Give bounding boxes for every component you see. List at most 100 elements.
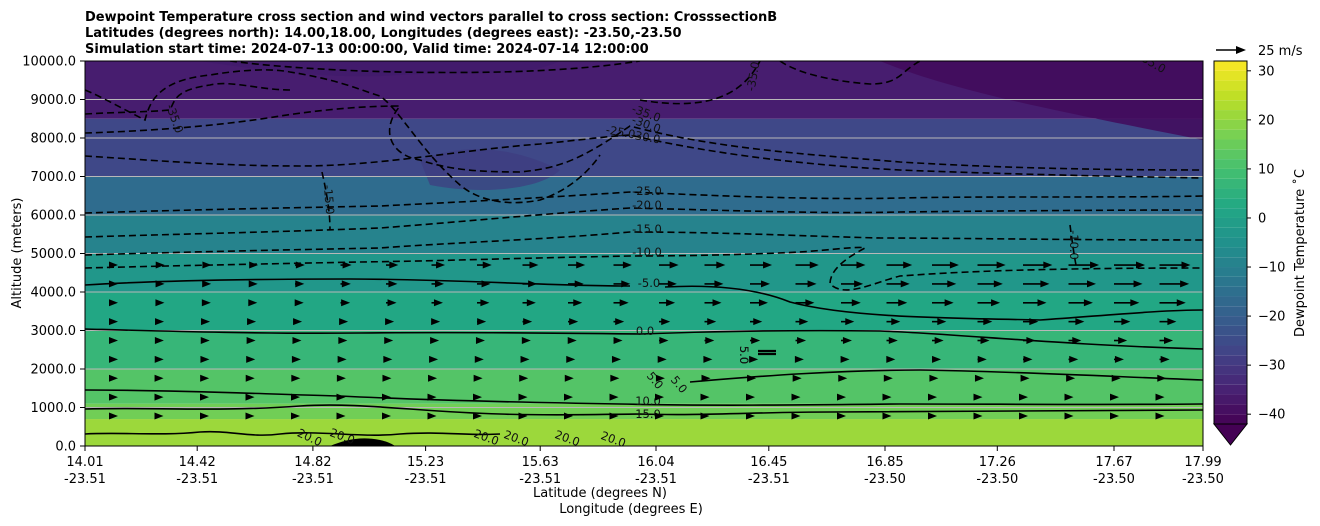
wind-vector (750, 337, 761, 345)
contour-label-18: 10.0 (635, 394, 661, 408)
wind-vector (840, 355, 850, 363)
colorbar-tick-label-2: 10 (1258, 162, 1275, 177)
wind-vector (750, 318, 763, 326)
wind-vectors (109, 261, 1191, 420)
dewpoint-band-5 (85, 253, 1203, 292)
contour-line-neg35 (85, 69, 601, 204)
colorbar-band (1214, 267, 1247, 277)
wind-vector (838, 374, 848, 382)
colorbar-band (1214, 345, 1247, 356)
y-tick-label-6: 6000.0 (31, 209, 77, 224)
colorbar-band (1214, 70, 1247, 81)
contour-label-26: -15.0 (321, 184, 338, 215)
wind-vector (475, 337, 485, 345)
dewpoint-band-6 (85, 215, 1203, 254)
wind-vector (248, 280, 258, 288)
chart-title-line-2: Latitudes (degrees north): 14.00,18.00, … (85, 26, 682, 41)
wind-vector (886, 261, 913, 269)
colorbar-band (1214, 80, 1247, 91)
x-tick-lon-0: -23.51 (64, 472, 106, 487)
wind-vector (1114, 299, 1140, 307)
wind-vector (1020, 374, 1030, 382)
colorbar-band (1214, 110, 1247, 120)
x-tick-lat-2: 14.82 (294, 455, 331, 470)
wind-vector (248, 299, 258, 307)
wind-vector (430, 337, 440, 345)
colorbar-band (1214, 296, 1247, 307)
wind-vector (657, 355, 667, 363)
wind-vector (109, 355, 118, 363)
wind-vector (109, 412, 118, 420)
wind-vector (109, 261, 118, 269)
wind-vector (841, 280, 864, 288)
colorbar-band (1214, 355, 1247, 366)
wind-vector (746, 412, 755, 420)
contour-line-neg5 (85, 246, 1203, 291)
wind-vector (340, 299, 351, 307)
contour-label-13: 0.0 (636, 324, 654, 338)
wind-vector (610, 374, 620, 382)
wind-vector (837, 412, 846, 420)
contour-line-neg15 (85, 207, 1203, 238)
wind-vector (1157, 374, 1167, 382)
wind-vector (1023, 261, 1053, 269)
wind-vector (474, 355, 484, 363)
y-axis: 0.0 1000.0 2000.0 3000.0 4000.0 5000.0 6000.0 7… (22, 55, 85, 455)
wind-vector (473, 393, 482, 401)
wind-vector (294, 299, 304, 307)
wind-vector (795, 261, 819, 269)
x-tick-lat-10: 17.99 (1184, 455, 1221, 470)
contour-label-12: -5.0 (638, 276, 660, 290)
wind-vector (340, 280, 351, 288)
wind-vector (429, 355, 439, 363)
wind-vector (295, 261, 305, 269)
x-tick-lat-4: 15.63 (522, 455, 559, 470)
colorbar-band (1214, 325, 1247, 336)
wind-vector (883, 374, 893, 382)
y-tick-label-0: 0.0 (55, 440, 76, 455)
colorbar-band (1214, 119, 1247, 130)
wind-vector (1023, 355, 1033, 363)
wind-vector (431, 280, 444, 288)
wind-vector (1110, 412, 1119, 420)
contour-line-neg20 (85, 191, 1203, 214)
wind-vector (1068, 355, 1079, 363)
x-tick-lon-2: -23.51 (292, 472, 334, 487)
wind-vector (477, 280, 491, 288)
colorbar-band (1214, 198, 1247, 209)
wind-vector (700, 393, 710, 401)
colorbar-bands (1214, 61, 1247, 424)
x-axis-label-longitude: Longitude (degrees E) (559, 502, 703, 517)
wind-vector (886, 318, 901, 326)
wind-vector (291, 412, 300, 420)
colorbar-band (1214, 286, 1247, 297)
wind-vector (929, 374, 939, 382)
wind-vector (932, 261, 959, 269)
wind-vector (520, 355, 530, 363)
wind-vector (973, 412, 983, 420)
contour-line-5-upper (689, 369, 1203, 383)
wind-vector (1068, 337, 1082, 345)
colorbar-band (1214, 227, 1247, 238)
dewpoint-band-0 (85, 419, 1203, 446)
contour-line-neg30 (85, 105, 1203, 173)
wind-vector (338, 337, 348, 345)
colorbar-band (1214, 335, 1247, 346)
wind-vector (795, 318, 809, 326)
wind-vector (1023, 280, 1050, 288)
wind-vector (568, 318, 579, 326)
plot-area: -35.0-35.0-35.0 -35.0-30.0-25.0-35.0-30.0… (85, 61, 1203, 446)
wind-vector (518, 393, 528, 401)
wind-vector (747, 374, 757, 382)
colorbar-band (1214, 365, 1247, 375)
wind-vector (336, 393, 346, 401)
wind-vector (704, 318, 717, 326)
colorbar-band (1214, 384, 1247, 395)
wind-vector (155, 280, 165, 288)
colorbar: 30 20 10 0 −10 −20 −30 −40 Dewpoint Temperature… (1212, 60, 1308, 446)
colorbar-band (1214, 149, 1247, 160)
colorbar-extend-min (1212, 423, 1249, 446)
wind-vector (567, 337, 577, 345)
wind-vector (886, 299, 908, 307)
x-tick-lon-9: -23.50 (1093, 472, 1135, 487)
